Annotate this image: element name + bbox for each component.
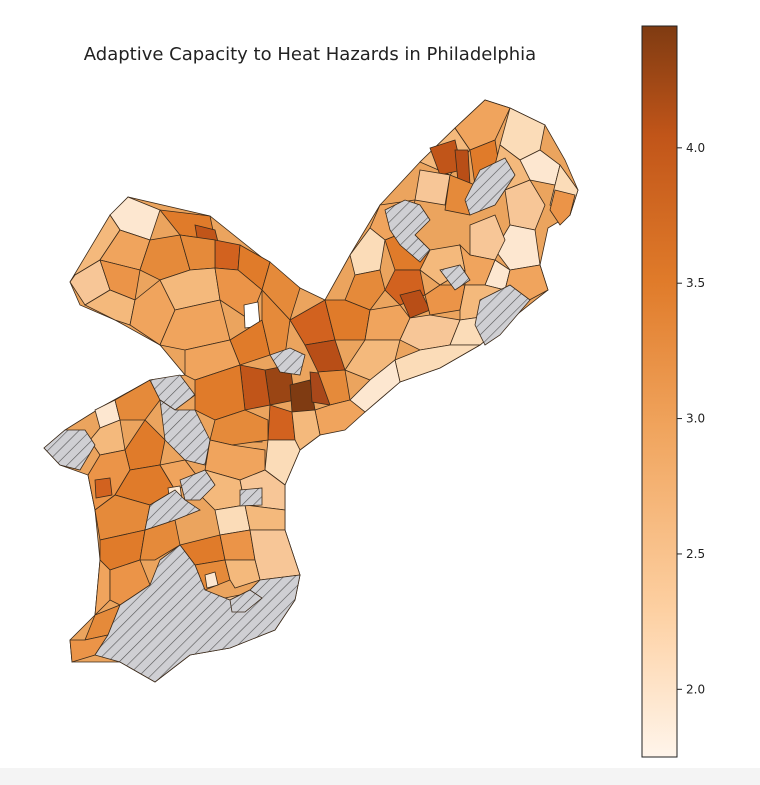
no-data-area xyxy=(439,264,471,291)
map-title: Adaptive Capacity to Heat Hazards in Phi… xyxy=(83,44,537,65)
colorbar-tick-label: 4.0 xyxy=(686,141,705,155)
tract xyxy=(469,214,506,261)
tract xyxy=(224,559,261,589)
no-data-area xyxy=(43,429,96,471)
tract xyxy=(94,477,113,499)
no-data-areas xyxy=(43,157,531,683)
tract xyxy=(549,189,576,226)
no-data-area xyxy=(229,589,263,613)
footer-band xyxy=(0,768,760,785)
no-data-area xyxy=(269,347,306,376)
colorbar-tick-label: 2.0 xyxy=(686,682,705,696)
no-data-area xyxy=(384,199,431,263)
colorbar-ticks: 2.0 2.5 3.0 3.5 4.0 xyxy=(677,141,705,696)
tract xyxy=(414,169,451,206)
colorbar-gradient xyxy=(641,25,678,758)
tract xyxy=(219,529,256,561)
tract xyxy=(204,571,219,589)
tract xyxy=(349,359,401,413)
tract xyxy=(344,269,386,311)
tract xyxy=(214,239,241,271)
no-data-area xyxy=(464,157,516,216)
colorbar-tick-label: 3.0 xyxy=(686,412,705,426)
colorbar-tick-label: 3.5 xyxy=(686,276,705,290)
no-data-area xyxy=(179,469,216,501)
no-data-area xyxy=(239,487,263,507)
no-data-area xyxy=(144,489,201,531)
no-data-area xyxy=(149,374,196,411)
tract xyxy=(264,439,301,486)
colorbar-tick-label: 2.5 xyxy=(686,547,705,561)
tract xyxy=(454,99,511,151)
tract xyxy=(291,409,321,451)
tract xyxy=(349,227,386,276)
no-data-area xyxy=(159,399,211,466)
no-data-area xyxy=(474,284,531,346)
tract xyxy=(504,179,546,231)
colorbar: 2.0 2.5 3.0 3.5 4.0 xyxy=(641,25,705,758)
tract xyxy=(344,339,401,381)
tract xyxy=(114,379,161,421)
